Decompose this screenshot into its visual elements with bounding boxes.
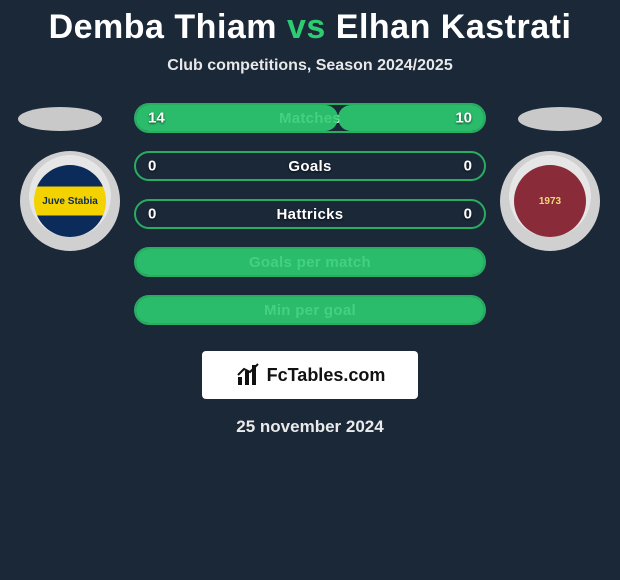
stat-value-left: 0 xyxy=(148,158,156,175)
stat-row: Min per goal xyxy=(134,295,486,325)
page-title: Demba Thiam vs Elhan Kastrati xyxy=(0,8,620,47)
stat-fill-left xyxy=(136,249,484,275)
comparison-area: Juve Stabia 1973 1410Matches00Goals00Hat… xyxy=(0,103,620,325)
team-crest-right: 1973 xyxy=(500,151,600,251)
team-badge-right: 1973 xyxy=(514,165,586,237)
stat-value-right: 0 xyxy=(464,158,472,175)
team-crest-left: Juve Stabia xyxy=(20,151,120,251)
player1-name: Demba Thiam xyxy=(49,8,277,46)
team-badge-left: Juve Stabia xyxy=(34,165,106,237)
stat-value-right: 10 xyxy=(455,110,472,127)
stat-value-left: 0 xyxy=(148,206,156,223)
team-name-left: Juve Stabia xyxy=(42,196,98,207)
stat-label: Hattricks xyxy=(277,206,344,223)
stat-row: Goals per match xyxy=(134,247,486,277)
vs-label: vs xyxy=(287,8,326,46)
team-year-right: 1973 xyxy=(539,196,561,207)
stat-fill-left xyxy=(136,297,484,323)
ellipse-shadow-right xyxy=(518,107,602,131)
stat-label: Goals xyxy=(288,158,331,175)
stat-fill-left xyxy=(136,105,338,131)
player2-name: Elhan Kastrati xyxy=(336,8,572,46)
card: Demba Thiam vs Elhan Kastrati Club compe… xyxy=(0,0,620,437)
stat-value-left: 14 xyxy=(148,110,165,127)
date-label: 25 november 2024 xyxy=(0,417,620,437)
stat-row: 0 0 Hattricks xyxy=(134,199,486,229)
stat-rows: 1410Matches00Goals00HattricksGoals per m… xyxy=(134,103,486,325)
stat-row: 1410Matches xyxy=(134,103,486,133)
stat-row: 0 0 Goals xyxy=(134,151,486,181)
subtitle: Club competitions, Season 2024/2025 xyxy=(0,57,620,75)
stat-value-right: 0 xyxy=(464,206,472,223)
chart-icon xyxy=(235,363,261,387)
brand-box[interactable]: FcTables.com xyxy=(202,351,418,399)
ellipse-shadow-left xyxy=(18,107,102,131)
brand-label: FcTables.com xyxy=(267,365,386,386)
